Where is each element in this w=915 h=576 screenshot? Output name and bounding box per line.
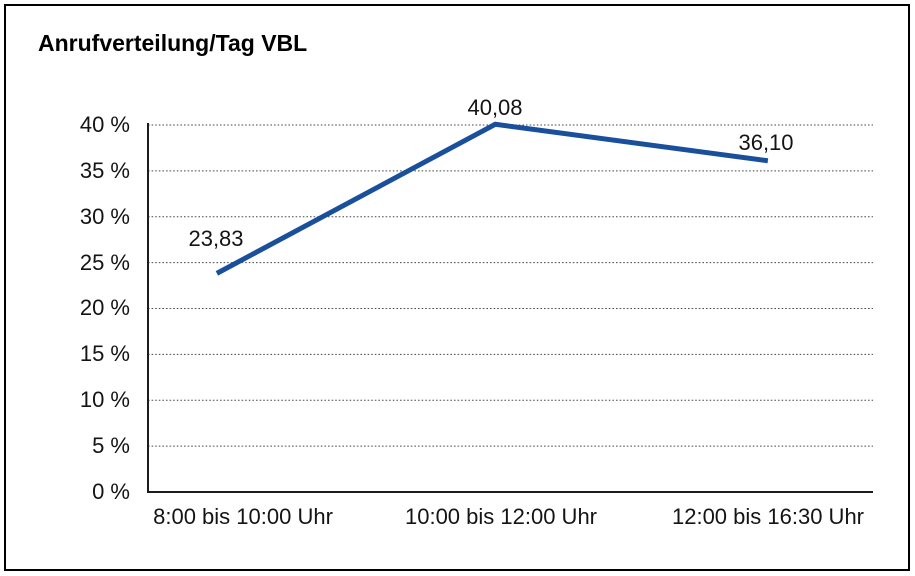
y-axis-tick-label: 40 %: [79, 112, 130, 137]
x-axis-tick-label: 12:00 bis 16:30 Uhr: [671, 504, 865, 529]
chart-title: Anrufverteilung/Tag VBL: [38, 30, 308, 56]
y-axis-tick-label: 0 %: [92, 479, 130, 504]
data-point-label: 36,10: [738, 130, 794, 155]
y-axis-tick-label: 5 %: [92, 433, 130, 458]
y-axis-tick-label: 20 %: [79, 295, 130, 320]
x-axis-tick-label: 10:00 bis 12:00 Uhr: [404, 504, 598, 529]
x-axis-tick-label: 8:00 bis 10:00 Uhr: [153, 504, 333, 529]
y-axis-tick-label: 30 %: [79, 204, 130, 229]
y-axis-tick-label: 35 %: [79, 158, 130, 183]
y-axis-tick-label: 15 %: [79, 341, 130, 366]
y-axis-tick-label: 10 %: [79, 387, 130, 412]
y-axis-tick-label: 25 %: [79, 250, 130, 275]
data-point-label: 40,08: [467, 95, 523, 120]
data-point-label: 23,83: [188, 226, 244, 251]
